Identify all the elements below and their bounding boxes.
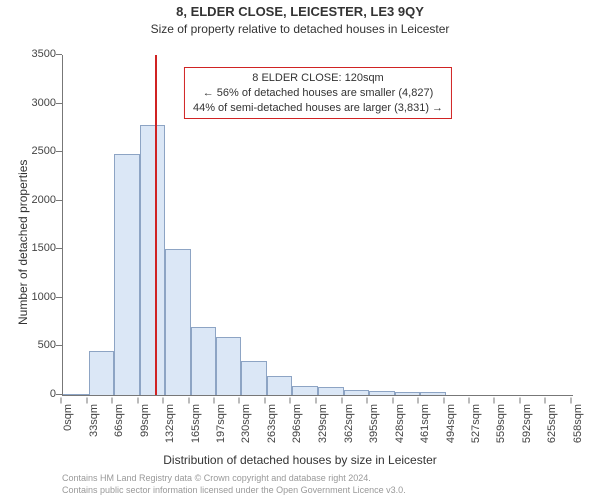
histogram-bar: [165, 249, 191, 395]
histogram-bar: [420, 392, 446, 395]
y-tick: 0: [22, 388, 56, 400]
histogram-bar: [216, 337, 242, 395]
x-tick: 197sqm: [215, 404, 227, 449]
x-tick: 66sqm: [113, 404, 125, 449]
histogram-bar: [369, 391, 395, 395]
x-tick: 0sqm: [62, 404, 74, 449]
x-tick: 395sqm: [368, 404, 380, 449]
histogram-bar: [63, 394, 89, 395]
info-box-line: ← 56% of detached houses are smaller (4,…: [193, 86, 443, 101]
info-box-line: 8 ELDER CLOSE: 120sqm: [193, 71, 443, 86]
x-tick: 329sqm: [317, 404, 329, 449]
histogram-bar: [318, 387, 344, 395]
histogram-bar: [344, 390, 370, 395]
y-tick: 3000: [22, 97, 56, 109]
x-tick: 527sqm: [470, 404, 482, 449]
page-title: 8, ELDER CLOSE, LEICESTER, LE3 9QY: [0, 4, 600, 19]
histogram-bar: [140, 125, 166, 395]
y-tick: 2500: [22, 145, 56, 157]
x-tick: 263sqm: [266, 404, 278, 449]
y-tick: 500: [22, 339, 56, 351]
x-tick: 592sqm: [521, 404, 533, 449]
chart-subtitle: Size of property relative to detached ho…: [0, 22, 600, 36]
x-tick: 99sqm: [139, 404, 151, 449]
x-tick: 428sqm: [394, 404, 406, 449]
x-tick: 625sqm: [546, 404, 558, 449]
y-tick: 2000: [22, 194, 56, 206]
histogram-bar: [89, 351, 115, 395]
histogram-bar: [292, 386, 318, 395]
x-tick: 296sqm: [291, 404, 303, 449]
histogram-bar: [191, 327, 217, 395]
x-tick: 132sqm: [164, 404, 176, 449]
y-tick: 3500: [22, 48, 56, 60]
x-tick: 494sqm: [445, 404, 457, 449]
x-tick: 165sqm: [190, 404, 202, 449]
footnote: Contains HM Land Registry data © Crown c…: [62, 473, 406, 496]
footnote-line: Contains public sector information licen…: [62, 485, 406, 497]
x-tick: 230sqm: [240, 404, 252, 449]
histogram-bar: [241, 361, 267, 395]
histogram-plot: 8 ELDER CLOSE: 120sqm← 56% of detached h…: [62, 55, 573, 396]
x-tick: 461sqm: [419, 404, 431, 449]
y-tick: 1000: [22, 291, 56, 303]
marker-line: [155, 55, 157, 395]
info-box: 8 ELDER CLOSE: 120sqm← 56% of detached h…: [184, 67, 452, 120]
histogram-bar: [114, 154, 140, 395]
x-tick: 559sqm: [495, 404, 507, 449]
info-box-line: 44% of semi-detached houses are larger (…: [193, 101, 443, 116]
histogram-bar: [267, 376, 293, 395]
x-tick: 362sqm: [343, 404, 355, 449]
footnote-line: Contains HM Land Registry data © Crown c…: [62, 473, 406, 485]
x-tick: 33sqm: [88, 404, 100, 449]
x-tick: 658sqm: [572, 404, 584, 449]
y-tick: 1500: [22, 242, 56, 254]
histogram-bar: [395, 392, 421, 395]
x-axis-label: Distribution of detached houses by size …: [0, 453, 600, 467]
